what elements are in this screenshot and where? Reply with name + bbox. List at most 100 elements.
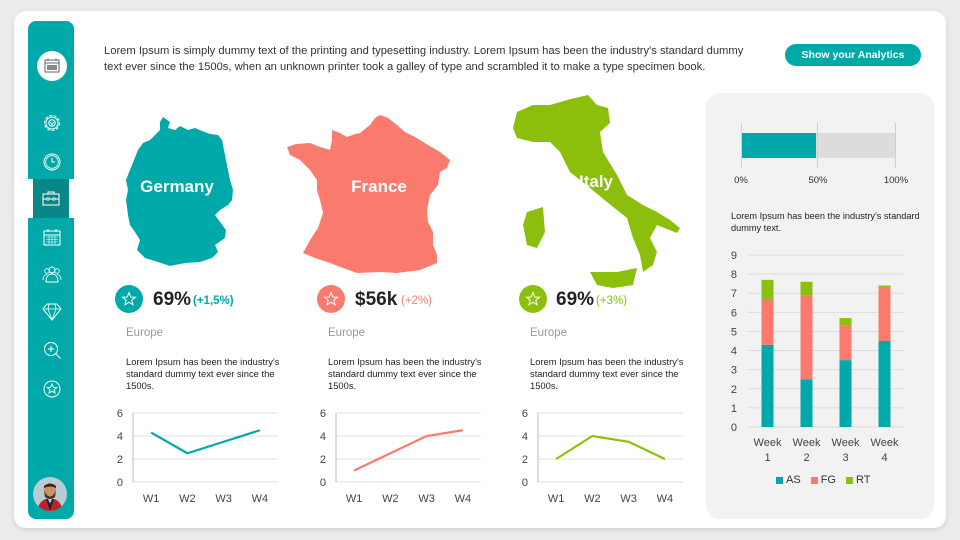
italy-value: 69% — [556, 289, 595, 310]
diamond-icon[interactable] — [41, 300, 63, 322]
svg-text:W2: W2 — [179, 493, 196, 505]
svg-text:2: 2 — [803, 452, 809, 464]
svg-text:W3: W3 — [215, 493, 232, 505]
svg-text:2: 2 — [731, 384, 737, 396]
svg-text:0: 0 — [522, 477, 528, 489]
svg-text:1: 1 — [731, 403, 737, 415]
panel-desc: Lorem Ipsum has been the industry's stan… — [731, 211, 920, 233]
italy-line-chart: 0 2 4 6 W1 W2 W3 W4 — [522, 408, 683, 505]
germany-line-chart: 0 2 4 6 W1 W2 W3 W4 — [117, 408, 278, 505]
france-star-badge — [317, 285, 345, 313]
svg-text:W1: W1 — [346, 493, 363, 505]
germany-star-badge — [115, 285, 143, 313]
germany-label: Germany — [140, 177, 214, 196]
legend-label: AS — [786, 474, 801, 486]
svg-text:9: 9 — [731, 250, 737, 262]
sidebar — [28, 21, 74, 179]
svg-text:4: 4 — [320, 431, 326, 443]
germany-region: Europe — [126, 327, 164, 339]
italy-region: Europe — [530, 327, 568, 339]
show-analytics-button[interactable]: Show your Analytics — [785, 44, 921, 66]
svg-text:4: 4 — [117, 431, 123, 443]
svg-text:4: 4 — [881, 452, 887, 464]
svg-text:Week: Week — [871, 437, 899, 449]
svg-text:6: 6 — [731, 307, 737, 319]
italy-label: Italy — [578, 172, 614, 191]
svg-text:3: 3 — [842, 452, 848, 464]
svg-text:1: 1 — [764, 452, 770, 464]
france-line-chart: 0 2 4 6 W1 W2 W3 W4 — [320, 408, 481, 505]
analytics-panel — [706, 93, 934, 519]
svg-text:0: 0 — [320, 477, 326, 489]
svg-text:W2: W2 — [584, 493, 601, 505]
svg-text:4: 4 — [731, 346, 737, 358]
avatar-image — [37, 483, 63, 511]
svg-text:7: 7 — [731, 288, 737, 300]
svg-text:0: 0 — [731, 422, 737, 434]
svg-text:W4: W4 — [455, 493, 472, 505]
france-delta: (+2%) — [401, 295, 432, 307]
clock-icon[interactable] — [41, 151, 63, 173]
italy-desc: Lorem Ipsum has been the industry's stan… — [530, 356, 684, 391]
progress-tick: 0% — [734, 175, 748, 186]
france-desc: Lorem Ipsum has been the industry's stan… — [328, 356, 482, 391]
progress-gridline — [895, 123, 896, 168]
svg-text:2: 2 — [320, 454, 326, 466]
svg-text:Week: Week — [754, 437, 782, 449]
svg-text:6: 6 — [320, 408, 326, 420]
france-region: Europe — [328, 327, 366, 339]
svg-text:2: 2 — [117, 454, 123, 466]
svg-text:4: 4 — [522, 431, 528, 443]
gear-icon[interactable] — [41, 112, 63, 134]
legend-item-rt[interactable]: RT — [845, 474, 871, 486]
svg-text:W2: W2 — [382, 493, 399, 505]
legend-swatch — [810, 476, 818, 484]
legend-item-fg[interactable]: FG — [810, 474, 836, 486]
svg-text:6: 6 — [117, 408, 123, 420]
svg-text:2: 2 — [522, 454, 528, 466]
intro-text: Lorem Ipsum is simply dummy text of the … — [104, 45, 744, 73]
germany-delta: (+1,5%) — [193, 295, 234, 307]
germany-desc: Lorem Ipsum has been the industry's stan… — [126, 356, 280, 391]
svg-text:3: 3 — [731, 365, 737, 377]
svg-text:W3: W3 — [418, 493, 435, 505]
france-value: $56k — [355, 289, 398, 310]
users-icon[interactable] — [41, 263, 63, 285]
progress-gridline — [817, 123, 818, 168]
svg-text:W4: W4 — [657, 493, 674, 505]
bar-chart-legend: AS FG RT — [776, 474, 870, 486]
legend-label: RT — [855, 474, 871, 486]
legend-label: FG — [820, 474, 836, 486]
zoom-in-icon[interactable] — [41, 339, 63, 361]
svg-text:0: 0 — [117, 477, 123, 489]
progress-fill — [741, 133, 817, 158]
svg-text:6: 6 — [522, 408, 528, 420]
svg-text:8: 8 — [731, 269, 737, 281]
avatar[interactable] — [33, 477, 67, 511]
progress-gridline — [741, 123, 742, 168]
star-circle-icon[interactable] — [41, 378, 63, 400]
stacked-bar-chart: 0 1 2 3 4 5 6 7 8 9 Week 1 Week 2 Week 3 Week 4 — [731, 250, 904, 464]
svg-text:5: 5 — [731, 326, 737, 338]
progress-tick: 50% — [808, 175, 828, 186]
sidebar-item-calendar[interactable] — [37, 51, 67, 81]
svg-text:W1: W1 — [143, 493, 160, 505]
svg-text:W4: W4 — [252, 493, 269, 505]
italy-star-badge — [519, 285, 547, 313]
sidebar-lower — [28, 218, 74, 519]
calendar-grid-icon[interactable] — [41, 226, 63, 248]
legend-item-as[interactable]: AS — [776, 474, 801, 486]
svg-text:W3: W3 — [620, 493, 637, 505]
briefcase-icon — [42, 191, 60, 206]
legend-swatch — [845, 476, 853, 484]
legend-swatch — [776, 476, 783, 484]
progress-tick: 100% — [883, 175, 909, 186]
svg-text:Week: Week — [832, 437, 860, 449]
svg-text:Week: Week — [793, 437, 821, 449]
star-icon — [525, 291, 541, 306]
svg-text:W1: W1 — [548, 493, 565, 505]
france-label: France — [351, 177, 407, 196]
star-icon — [121, 291, 137, 306]
germany-value: 69% — [153, 289, 192, 310]
star-icon — [323, 291, 339, 306]
